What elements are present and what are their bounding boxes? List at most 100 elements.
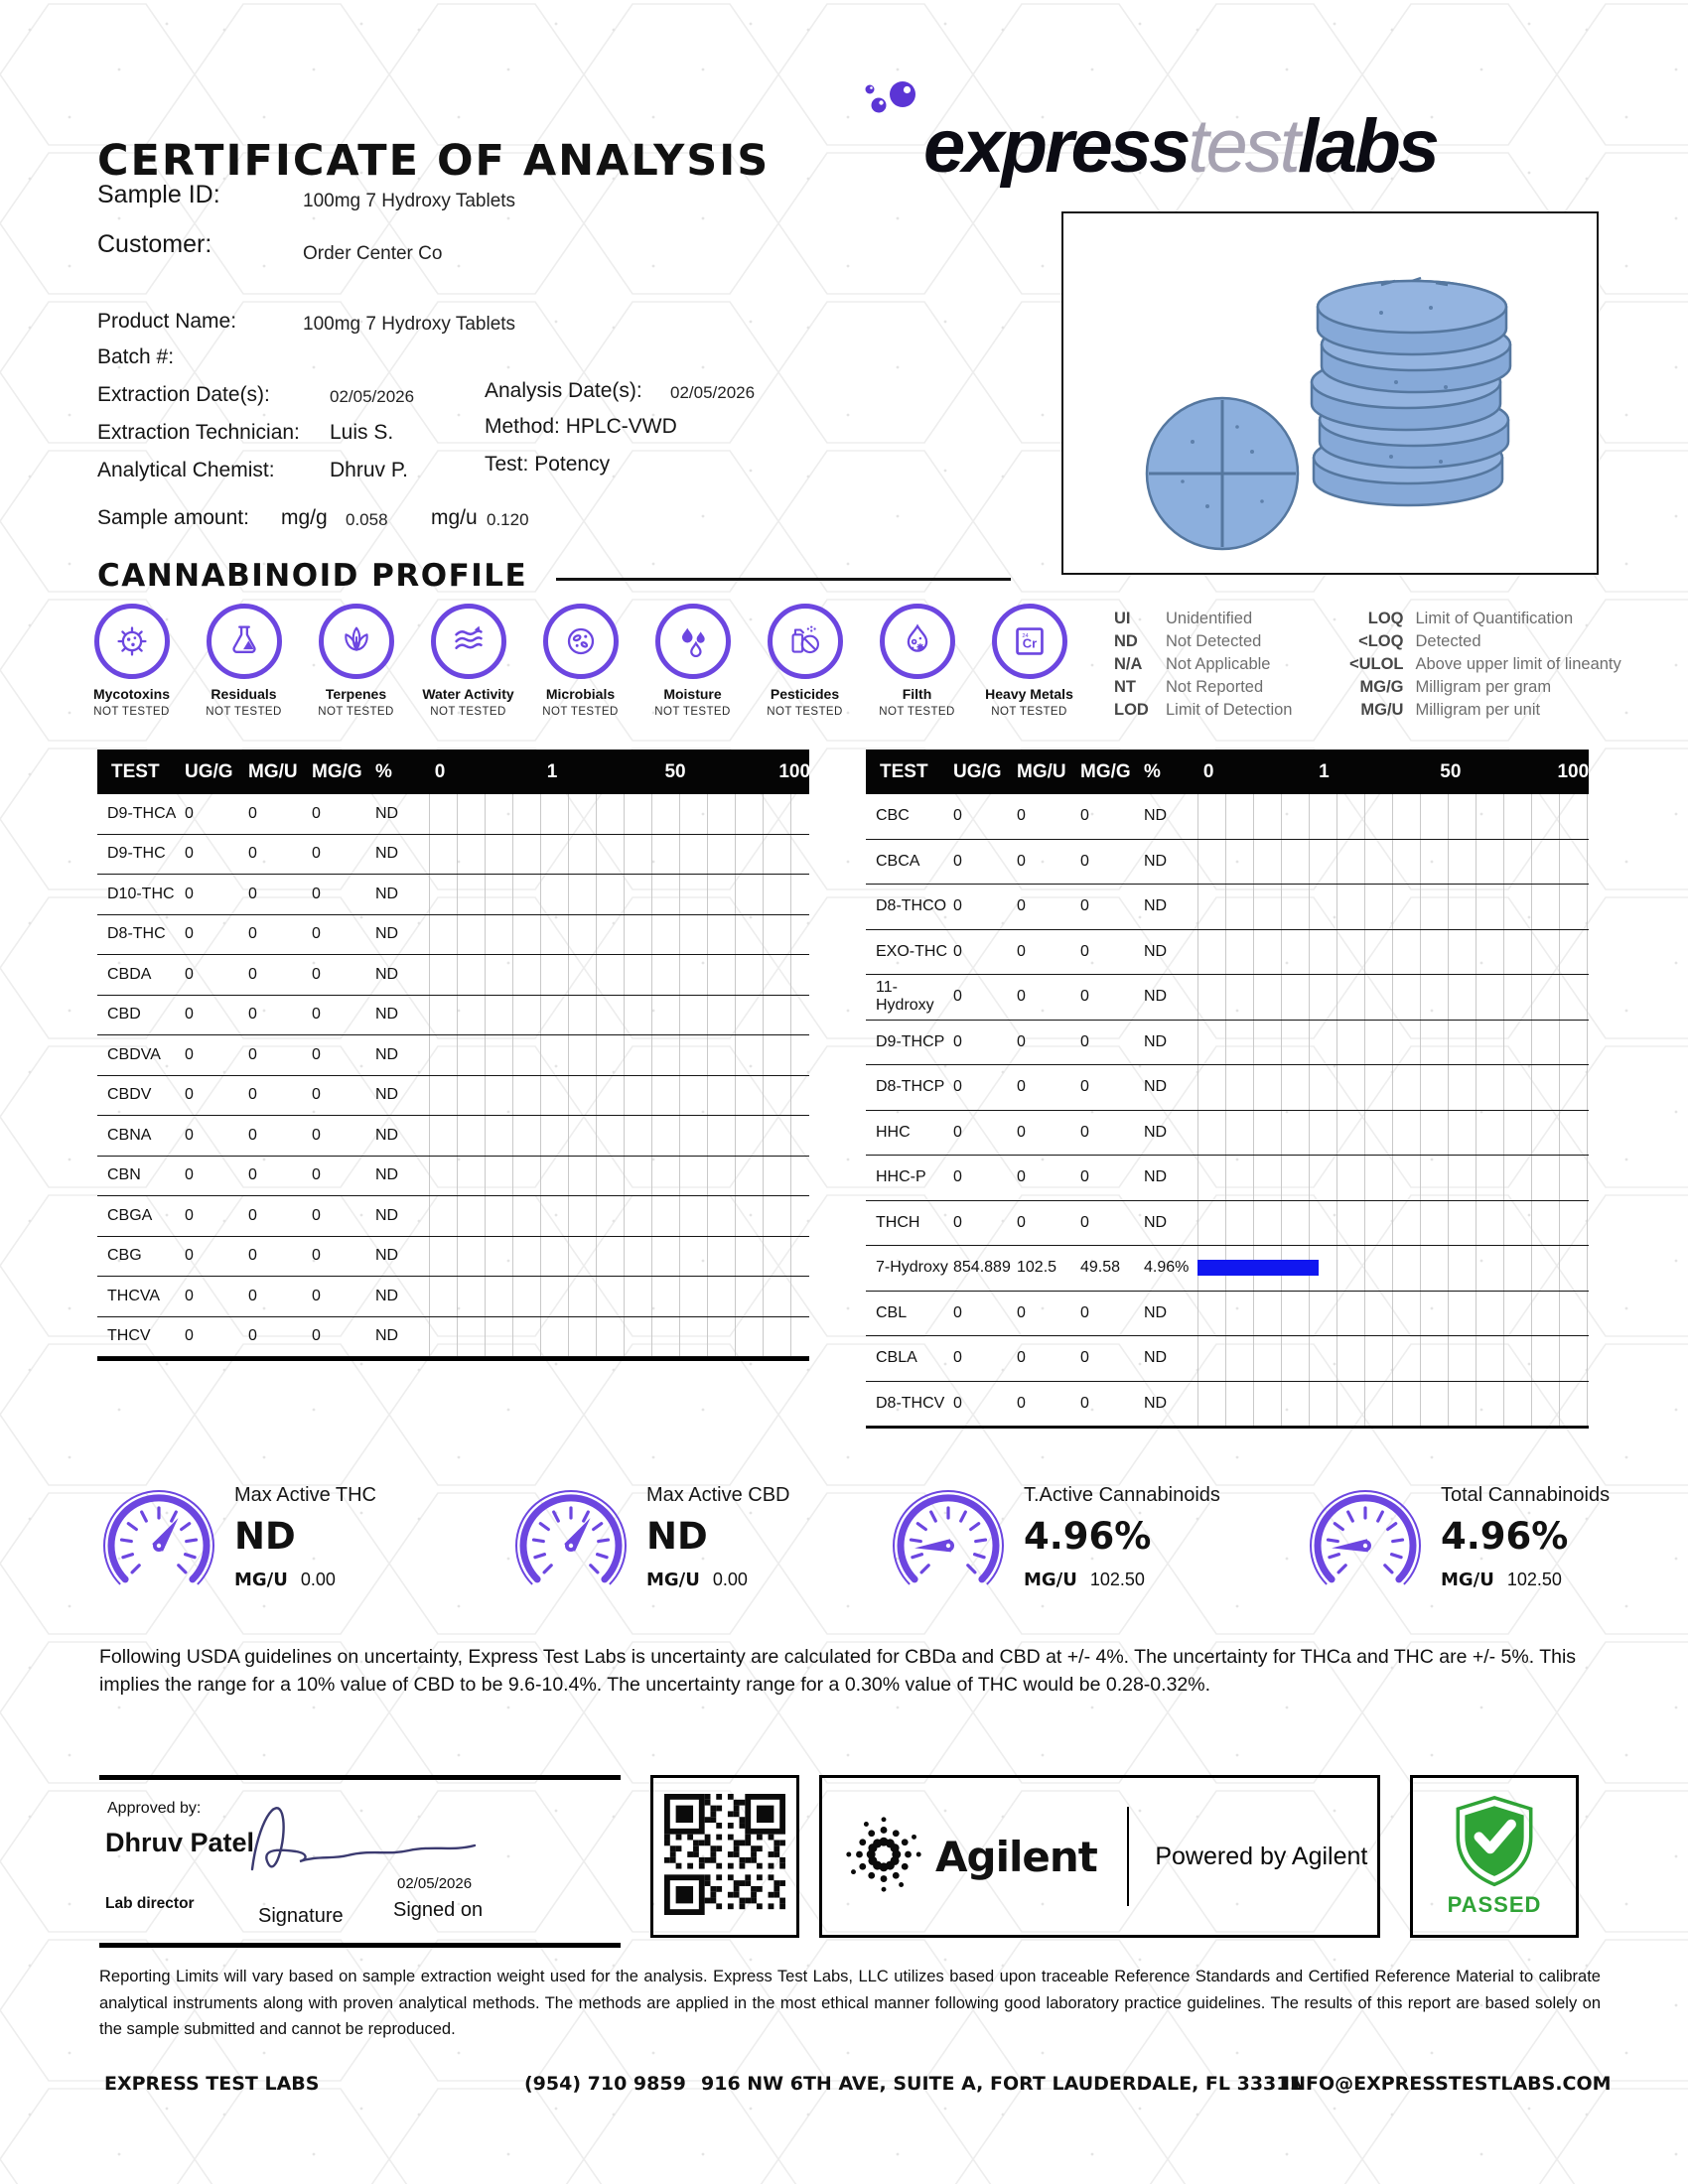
- analyte-name: HHC-P: [876, 1168, 926, 1186]
- table-row: CBDA 0 0 0 ND: [97, 955, 809, 996]
- mgu-value: 0: [248, 1166, 257, 1184]
- ugg-value: 0: [185, 1287, 194, 1304]
- table-row: CBGA 0 0 0 ND: [97, 1196, 809, 1237]
- table-row: EXO-THC 0 0 0 ND: [866, 929, 1589, 975]
- legend-abbr: MG/G: [1359, 678, 1404, 696]
- percent-value: ND: [375, 1006, 399, 1024]
- legend-abbr: UI: [1114, 610, 1131, 627]
- percent-value: ND: [375, 845, 399, 863]
- mgg-value: 0: [1080, 1394, 1089, 1412]
- screening-item: Terpenes NOT TESTED: [300, 604, 412, 718]
- page-title: CERTIFICATE OF ANALYSIS: [97, 135, 771, 186]
- mgg-value: 49.58: [1080, 1259, 1121, 1277]
- analyte-name: THCVA: [107, 1287, 161, 1304]
- test-value: Potency: [534, 453, 611, 476]
- row-chart-area: [1197, 885, 1589, 929]
- column-header: MG/G: [312, 760, 362, 782]
- terpenes-icon: [318, 604, 394, 679]
- table-row: D8-THCO 0 0 0 ND: [866, 885, 1589, 930]
- row-chart-area: [1197, 794, 1589, 839]
- analyte-name: D8-THCO: [876, 897, 947, 915]
- gauge-dial-icon: [511, 1482, 631, 1611]
- method-field: Method: HPLC-VWD: [485, 415, 677, 439]
- gauge-unit-value: 0.00: [707, 1570, 748, 1589]
- screening-label: Moisture: [663, 686, 722, 702]
- legend-abbr: N/A: [1114, 655, 1143, 673]
- analyte-name: CBDA: [107, 965, 152, 983]
- product-photo: [1061, 211, 1599, 575]
- legend-abbr: LOD: [1114, 701, 1149, 719]
- mgg-value: 0: [1080, 1078, 1089, 1096]
- scale-tick-label: 1: [1319, 760, 1330, 782]
- gauge-value: ND: [646, 1515, 708, 1558]
- row-chart-area: [429, 955, 809, 995]
- logo-bubbles-icon: [865, 81, 915, 113]
- ugg-value: 0: [953, 897, 962, 915]
- product-name-label: Product Name:: [97, 310, 237, 333]
- mgu-value: 0: [1017, 1123, 1026, 1141]
- screening-status: NOT TESTED: [991, 706, 1067, 718]
- legend-row: ND Not Detected: [1114, 630, 1292, 653]
- legend-definition: Limit of Quantification: [1415, 610, 1574, 627]
- sample-amount-label: Sample amount:: [97, 506, 249, 529]
- row-chart-area: [1197, 929, 1589, 974]
- column-header: MG/G: [1080, 760, 1131, 782]
- screening-status: NOT TESTED: [430, 706, 506, 718]
- row-chart-area: [1197, 975, 1589, 1020]
- table-row: THCH 0 0 0 ND: [866, 1200, 1589, 1246]
- cannabinoid-table-left: TEST UG/G MG/U MG/G% 0 1 50 100 D9-THCA 0 0 0 N…: [97, 750, 811, 1361]
- table-row: D9-THCA 0 0 0 ND: [97, 794, 809, 835]
- screening-status: NOT TESTED: [93, 706, 170, 718]
- row-chart-area: [1197, 1020, 1589, 1064]
- analyte-name: D8-THCP: [876, 1078, 945, 1096]
- mgg-value: 0: [312, 965, 321, 983]
- percent-value: ND: [1144, 942, 1168, 960]
- mgu-value: 102.5: [1017, 1259, 1057, 1277]
- analyte-name: 7-Hydroxy: [876, 1259, 948, 1277]
- analyte-name: D9-THC: [107, 845, 166, 863]
- scale-tick-label: 50: [664, 760, 686, 782]
- row-chart-area: [1197, 1200, 1589, 1245]
- scale-tick-label: 100: [778, 760, 811, 782]
- test-label: Test:: [485, 453, 529, 476]
- blue-tablets-image: [1145, 276, 1512, 551]
- mgg-value: 0: [312, 885, 321, 902]
- gauge-unit-value: 0.00: [295, 1570, 336, 1589]
- screening-status: NOT TESTED: [318, 706, 394, 718]
- legend-row: N/A Not Applicable: [1114, 653, 1292, 676]
- percent-value: ND: [375, 925, 399, 943]
- extraction-technician-value: Luis S.: [330, 421, 394, 444]
- table-row: CBC 0 0 0 ND: [866, 794, 1589, 840]
- mgg-value: 0: [312, 1045, 321, 1063]
- sample-id-value: 100mg 7 Hydroxy Tablets: [303, 191, 516, 211]
- ugg-value: 0: [953, 1078, 962, 1096]
- row-chart-area: [1197, 1065, 1589, 1110]
- row-chart-area: [429, 1035, 809, 1075]
- ugg-value: 0: [953, 852, 962, 870]
- table-row: D8-THCV 0 0 0 ND: [866, 1381, 1589, 1427]
- row-chart-area: [429, 1316, 809, 1356]
- screening-status: NOT TESTED: [879, 706, 955, 718]
- legend-row: <ULOL Above upper limit of lineanty: [1334, 653, 1621, 676]
- gauge-dial-icon: [889, 1482, 1008, 1611]
- mgu-value: 0: [248, 1247, 257, 1265]
- ugg-value: 0: [185, 925, 194, 943]
- percent-value: ND: [375, 1126, 399, 1144]
- ugg-value: 0: [185, 1006, 194, 1024]
- analyte-name: CBDV: [107, 1086, 152, 1104]
- legend-definition: Detected: [1415, 632, 1481, 650]
- passed-shield-icon: [1456, 1795, 1533, 1887]
- row-chart-area: [1197, 1246, 1589, 1291]
- mycotoxins-icon: [93, 604, 170, 679]
- mgg-value: 0: [312, 925, 321, 943]
- analyte-name: CBCA: [876, 852, 920, 870]
- mgg-value: 0: [1080, 807, 1089, 825]
- gauge-title: T.Active Cannabinoids: [1024, 1484, 1220, 1506]
- mgu-value: 0: [248, 1327, 257, 1345]
- screening-status: NOT TESTED: [542, 706, 619, 718]
- screening-label: Heavy Metals: [985, 686, 1073, 702]
- qr-code: [650, 1775, 799, 1938]
- legend-definition: Milligram per unit: [1415, 701, 1541, 719]
- gauge-title: Total Cannabinoids: [1441, 1484, 1611, 1506]
- residuals-icon: [206, 604, 282, 679]
